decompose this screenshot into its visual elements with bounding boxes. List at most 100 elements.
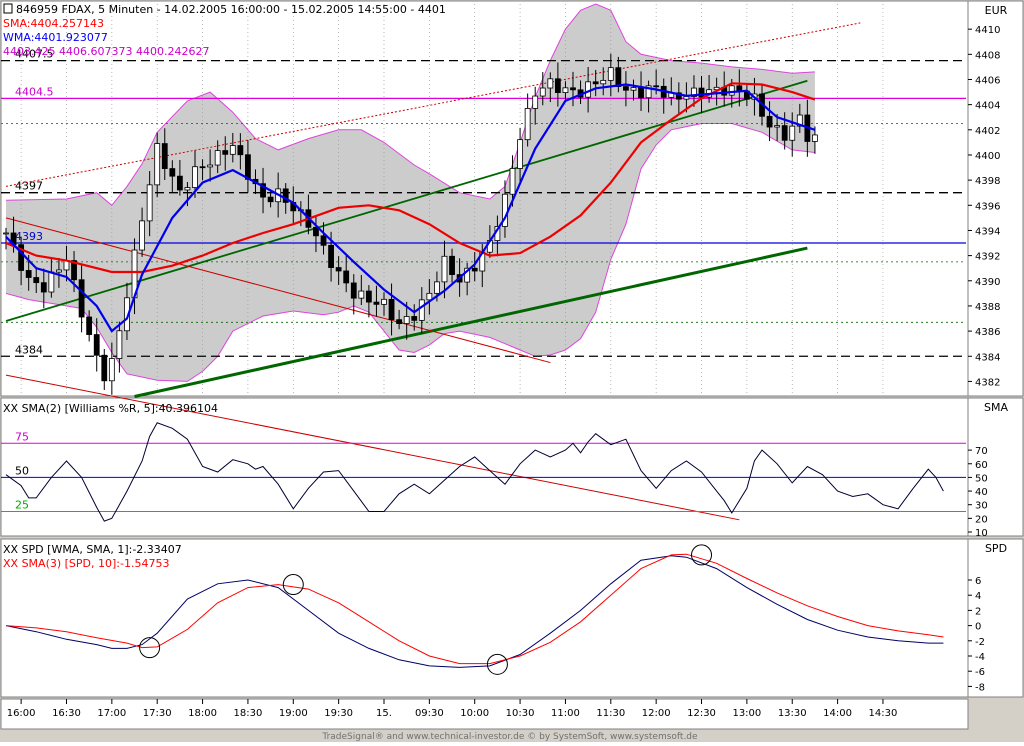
- candle-body: [517, 139, 523, 169]
- trend-line: [5, 22, 861, 187]
- wr-tick-label: 60: [975, 460, 988, 471]
- time-tick-label: 16:00: [7, 708, 36, 719]
- wr-level-label: 50: [15, 464, 29, 477]
- level-label: 4393: [15, 230, 43, 243]
- candle-body: [781, 125, 788, 141]
- time-tick-label: 16:30: [52, 708, 81, 719]
- candle-body: [675, 92, 682, 100]
- wma-line: [5, 83, 816, 333]
- time-tick-label: 12:00: [642, 708, 671, 719]
- candle-body: [93, 334, 100, 356]
- spd-tick-label: -8: [975, 682, 985, 693]
- wr-tick-label: 10: [975, 528, 988, 539]
- candle-body: [184, 187, 191, 191]
- candle-body: [607, 67, 614, 81]
- candle-body: [176, 175, 183, 191]
- spd-tick-label: 6: [975, 576, 981, 587]
- price-tick-label: 4410: [975, 25, 1000, 36]
- candle-body: [645, 85, 652, 99]
- candle-body: [698, 87, 705, 98]
- time-tick-label: 18:00: [188, 708, 217, 719]
- time-tick-label: 17:30: [143, 708, 172, 719]
- window-icon: [3, 3, 13, 14]
- candle-body: [365, 290, 372, 303]
- candle-body: [101, 354, 108, 382]
- spd-panel: -8 -6 -4 -2 0 2 4 6: [5, 544, 985, 693]
- time-tick-label: 13:30: [778, 708, 807, 719]
- wr-tick-label: 40: [975, 487, 988, 498]
- candle-body: [426, 292, 433, 301]
- price-axis-panel: [967, 0, 1024, 397]
- level-label: 4384: [15, 343, 43, 356]
- time-tick-label: 19:30: [324, 708, 353, 719]
- candle-body: [116, 330, 123, 359]
- candle-body: [554, 78, 561, 94]
- candle-body: [630, 87, 637, 91]
- candle-body: [585, 81, 592, 98]
- candlesticks: [3, 53, 818, 395]
- time-tick-label: 19:00: [279, 708, 308, 719]
- candle-body: [350, 282, 357, 299]
- candle-body: [796, 114, 803, 127]
- spd-plot-area[interactable]: [0, 538, 969, 698]
- candle-body: [207, 164, 214, 168]
- price-panel: 4407.5 4404.5 4397 4393 4384 4382 4384 4386 4388…: [1, 3, 1000, 521]
- spd-tick-label: -2: [975, 637, 985, 648]
- sma-legend: SMA:4404.257143: [3, 17, 104, 30]
- candle-body: [169, 168, 176, 177]
- time-tick-label: 10:00: [460, 708, 489, 719]
- candle-body: [449, 255, 455, 275]
- price-tick-label: 4404: [975, 101, 1000, 112]
- price-tick-label: 4388: [975, 302, 1000, 313]
- candle-body: [86, 316, 93, 335]
- time-tick-label: 13:00: [732, 708, 761, 719]
- crossover-marker: [282, 574, 304, 596]
- candle-body: [161, 143, 168, 169]
- candle-body: [615, 67, 622, 87]
- wr-tick-label: 70: [975, 446, 988, 457]
- candle-body: [245, 154, 251, 180]
- crossover-marker: [691, 544, 713, 566]
- price-tick-label: 4394: [975, 226, 1000, 237]
- candle-body: [812, 134, 818, 142]
- candle-body: [547, 78, 554, 89]
- time-tick-label: 14:30: [869, 708, 898, 719]
- bollinger-lower: [5, 123, 815, 382]
- price-tick-label: 4408: [975, 50, 1000, 61]
- crossover-marker: [486, 653, 508, 675]
- time-tick-label: 14:00: [823, 708, 852, 719]
- williams-title: XX SMA(2) [Williams %R, 5]:40.396104: [3, 402, 218, 415]
- spd-tick-label: 4: [975, 591, 981, 602]
- wr-level-label: 75: [15, 430, 29, 443]
- candle-body: [229, 145, 236, 155]
- candle-body: [403, 316, 410, 324]
- time-tick-label: 11:00: [551, 708, 580, 719]
- spd-axis-panel: [967, 538, 1024, 698]
- candle-body: [766, 115, 773, 128]
- sma-line: [5, 82, 816, 274]
- williams-axis-panel: [967, 397, 1024, 537]
- time-tick-label: 15.: [376, 708, 392, 719]
- candle-body: [154, 143, 161, 186]
- candle-body: [396, 319, 403, 324]
- price-tick-label: 4386: [975, 327, 1000, 338]
- price-tick-label: 4390: [975, 277, 1000, 288]
- candle-body: [71, 260, 77, 281]
- wma-legend: WMA:4401.923077: [3, 31, 108, 44]
- wr-tick-label: 20: [975, 514, 988, 525]
- candle-body: [592, 81, 599, 85]
- candle-body: [48, 271, 55, 293]
- candle-body: [237, 145, 244, 156]
- candle-body: [774, 125, 781, 128]
- candle-body: [562, 87, 569, 94]
- time-axis-panel: [0, 698, 969, 730]
- candle-body: [691, 87, 697, 97]
- candle-body: [33, 277, 40, 284]
- level-label: 4407.5: [15, 48, 54, 61]
- williams-plot-area[interactable]: [0, 397, 969, 537]
- candle-body: [373, 301, 380, 305]
- candle-body: [728, 85, 735, 96]
- price-tick-label: 4400: [975, 151, 1000, 162]
- candle-body: [199, 166, 206, 169]
